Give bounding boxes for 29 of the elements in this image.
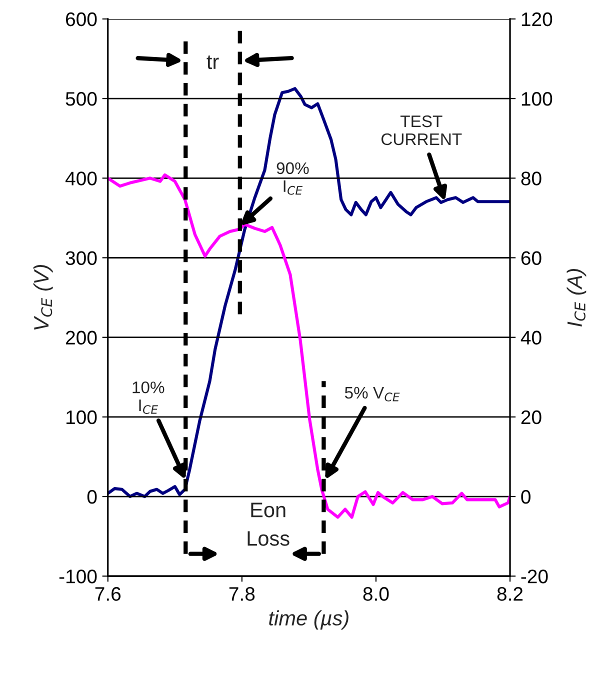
y-tick-label: 300: [66, 251, 97, 265]
annotation: TEST CURRENT: [382, 115, 462, 146]
y-tick-label: 0: [87, 490, 97, 504]
y2-tick-label: 0: [521, 490, 530, 504]
y2-tick-label: 120: [522, 12, 552, 26]
annotation: Eon Loss: [248, 502, 290, 546]
y-tick-label: 400: [65, 172, 97, 186]
annotation: 5% V$_{CE}$: [344, 386, 400, 402]
annotation: 90% I$_{CE}$: [276, 162, 309, 195]
x-tick-label: 7.6: [95, 587, 121, 601]
y-tick-label: -100: [59, 570, 97, 584]
y2-tick-label: 60: [521, 251, 542, 265]
y-tick-label: 200: [66, 330, 97, 345]
x-tick-label: 7.8: [229, 587, 255, 601]
y2-tick-label: 80: [521, 172, 542, 186]
x-axis-title: time (µs): [269, 610, 348, 630]
annotation: 10% I$_{CE}$: [132, 381, 164, 414]
x-tick-label: 8.0: [363, 587, 389, 601]
y-axis-title: V$_{CE}$ (V): [33, 265, 53, 330]
x-tick-label: 8.2: [497, 587, 523, 601]
annotation: tr: [206, 55, 219, 70]
y2-tick-label: 20: [521, 410, 542, 424]
y-tick-label: 600: [66, 12, 97, 26]
y2-tick-label: 100: [522, 92, 552, 106]
y2-tick-label: -20: [521, 570, 548, 584]
y-tick-label: 500: [66, 92, 97, 106]
y2-tick-label: 40: [520, 330, 542, 345]
y2-axis-title: I$_{CE}$ (A): [566, 269, 586, 327]
y-tick-label: 100: [66, 410, 97, 424]
